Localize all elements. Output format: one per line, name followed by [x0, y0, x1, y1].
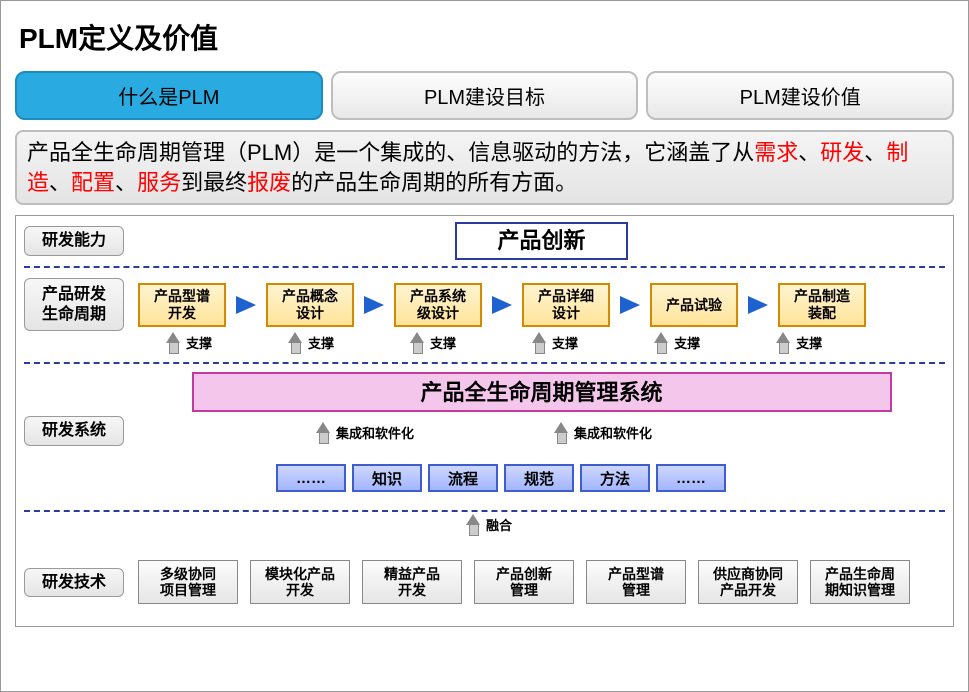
integrate-left: 集成和软件化: [316, 422, 414, 442]
fuse-wrap: 融合: [466, 514, 512, 534]
support-0: 支撑: [166, 332, 212, 352]
desc-sep-3: 、: [115, 170, 137, 195]
tech-5: 供应商协同 产品开发: [698, 560, 798, 604]
desc-pre: 产品全生命周期管理（PLM）是一个集成的、信息驱动的方法，它涵盖了从: [27, 140, 754, 165]
desc-hl-0: 需求: [754, 140, 798, 165]
support-lbl-1: 支撑: [308, 333, 334, 352]
stages-wrap: 产品型谱 开发 产品概念 设计 产品系统 级设计 产品详细 设计 产品试验 产品…: [138, 283, 866, 327]
support-5: 支撑: [776, 332, 822, 352]
desc-hl-last: 报废: [247, 170, 291, 195]
integrate-lbl-r: 集成和软件化: [574, 423, 652, 442]
arrow-up-icon: [554, 422, 568, 442]
integrate-right: 集成和软件化: [554, 422, 652, 442]
desc-hl-3: 配置: [71, 170, 115, 195]
desc-mid: 到最终: [181, 170, 247, 195]
support-1: 支撑: [288, 332, 334, 352]
support-2: 支撑: [410, 332, 456, 352]
support-row: 支撑 支撑 支撑 支撑 支撑 支撑: [166, 332, 945, 352]
dash-3: [24, 510, 945, 512]
stage-3: 产品详细 设计: [522, 283, 610, 327]
row-capability: 研发能力 产品创新: [24, 222, 945, 259]
arrow-up-icon: [776, 332, 790, 352]
tab-what-is-plm[interactable]: 什么是PLM: [15, 71, 323, 120]
box-product-innovation: 产品创新: [455, 222, 627, 259]
desc-hl-1: 研发: [820, 140, 864, 165]
tech-3: 产品创新 管理: [474, 560, 574, 604]
dash-1: [24, 266, 945, 268]
support-4: 支撑: [654, 332, 700, 352]
tech-1: 模块化产品 开发: [250, 560, 350, 604]
row-plmsys: 产品全生命周期管理系统: [24, 372, 945, 412]
arrow-right-icon: [492, 296, 512, 314]
tech-4: 产品型谱 管理: [586, 560, 686, 604]
label-rd-tech: 研发技术: [24, 568, 124, 597]
chip-3: 规范: [504, 464, 574, 492]
arrow-up-icon: [166, 332, 180, 352]
label-rd-system: 研发系统: [24, 416, 124, 445]
slide: PLM定义及价值 什么是PLM PLM建设目标 PLM建设价值 产品全生命周期管…: [0, 0, 969, 692]
desc-sep-2: 、: [49, 170, 71, 195]
tab-plm-goals[interactable]: PLM建设目标: [331, 71, 639, 120]
row-lifecycle: 产品研发 生命周期 产品型谱 开发 产品概念 设计 产品系统 级设计 产品详细 …: [24, 278, 945, 330]
tech-2: 精益产品 开发: [362, 560, 462, 604]
page-title: PLM定义及价值: [19, 17, 954, 57]
stage-1: 产品概念 设计: [266, 283, 354, 327]
tech-0: 多级协同 项目管理: [138, 560, 238, 604]
label-lifecycle: 产品研发 生命周期: [24, 278, 124, 330]
arrow-up-icon: [316, 422, 330, 442]
diagram-panel: 研发能力 产品创新 产品研发 生命周期 产品型谱 开发 产品概念 设计 产品系统…: [15, 215, 954, 627]
support-lbl-2: 支撑: [430, 333, 456, 352]
arrow-up-icon: [654, 332, 668, 352]
integrate-row: 集成和软件化 集成和软件化: [316, 422, 945, 442]
row-tech: 研发技术 多级协同 项目管理 模块化产品 开发 精益产品 开发 产品创新 管理 …: [24, 560, 945, 604]
arrow-up-icon: [410, 332, 424, 352]
desc-post: 的产品生命周期的所有方面。: [291, 170, 577, 195]
support-lbl-3: 支撑: [552, 333, 578, 352]
support-3: 支撑: [532, 332, 578, 352]
label-rd-sys-wrap: 研发系统: [24, 416, 138, 445]
support-lbl-5: 支撑: [796, 333, 822, 352]
arrow-right-icon: [364, 296, 384, 314]
tab-plm-value[interactable]: PLM建设价值: [646, 71, 954, 120]
chip-4: 方法: [580, 464, 650, 492]
tech-6: 产品生命周 期知识管理: [810, 560, 910, 604]
label-capability: 研发能力: [24, 226, 124, 255]
stage-4: 产品试验: [650, 283, 738, 327]
desc-hl-4: 服务: [137, 170, 181, 195]
chips-row: …… 知识 流程 规范 方法 ……: [276, 464, 945, 492]
stage-0: 产品型谱 开发: [138, 283, 226, 327]
arrow-right-icon: [748, 296, 768, 314]
chip-5: ……: [656, 464, 726, 492]
tab-bar: 什么是PLM PLM建设目标 PLM建设价值: [15, 71, 954, 120]
chip-2: 流程: [428, 464, 498, 492]
stage-2: 产品系统 级设计: [394, 283, 482, 327]
description-box: 产品全生命周期管理（PLM）是一个集成的、信息驱动的方法，它涵盖了从需求、研发、…: [15, 130, 954, 205]
integrate-lbl-l: 集成和软件化: [336, 423, 414, 442]
arrow-right-icon: [620, 296, 640, 314]
arrow-up-icon: [532, 332, 546, 352]
stage-5: 产品制造 装配: [778, 283, 866, 327]
support-lbl-0: 支撑: [186, 333, 212, 352]
arrow-up-icon: [466, 514, 480, 534]
arrow-up-icon: [288, 332, 302, 352]
dash-2: [24, 362, 945, 364]
box-plm-system: 产品全生命周期管理系统: [192, 372, 892, 412]
desc-sep-0: 、: [798, 140, 820, 165]
arrow-right-icon: [236, 296, 256, 314]
support-lbl-4: 支撑: [674, 333, 700, 352]
chip-0: ……: [276, 464, 346, 492]
desc-sep-1: 、: [864, 140, 886, 165]
chip-1: 知识: [352, 464, 422, 492]
fuse-label: 融合: [486, 515, 512, 534]
